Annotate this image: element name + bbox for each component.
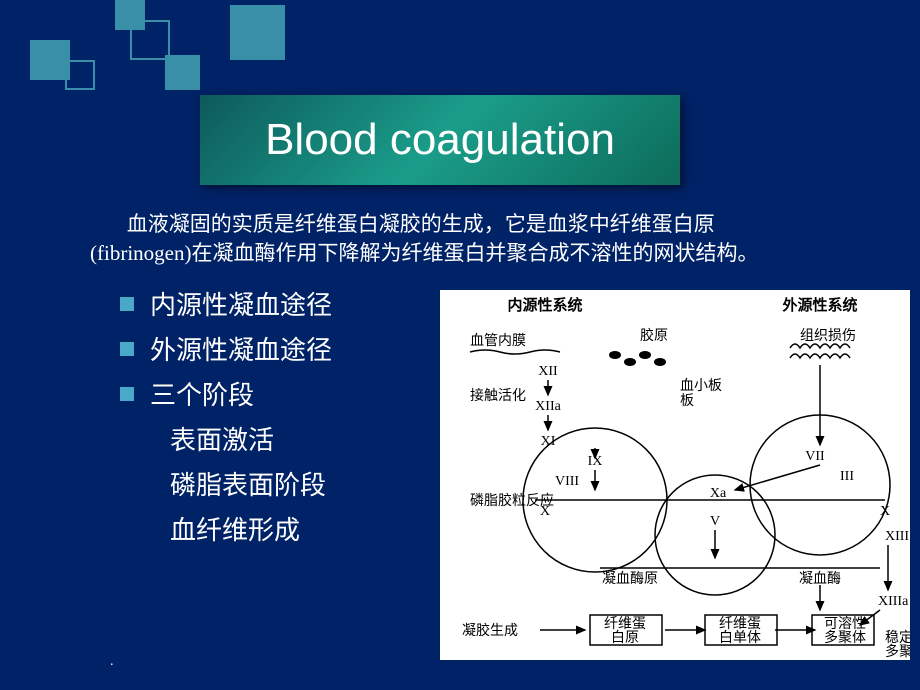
svg-text:纤维蛋: 纤维蛋 xyxy=(604,616,646,632)
deco-square xyxy=(130,20,170,60)
factor-VIII: VIII xyxy=(555,474,579,489)
diagram-thrombin-label: 凝血酶 xyxy=(799,571,841,587)
diagram-contact-label: 接触活化 xyxy=(470,387,526,404)
bullet-icon xyxy=(120,297,134,311)
bullet-3-text: 三个阶段 xyxy=(150,375,254,412)
deco-square xyxy=(230,5,285,60)
factor-XIII: XIII xyxy=(885,529,909,544)
diagram-prothrombin-label: 凝血酶原 xyxy=(602,571,658,587)
bullet-1-text: 内源性凝血途径 xyxy=(150,285,332,322)
diagram-platelet-label: 血小板 xyxy=(680,378,722,394)
diagram-vessel-label: 血管内膜 xyxy=(470,333,526,349)
svg-text:白原: 白原 xyxy=(611,630,639,646)
slide-title: Blood coagulation xyxy=(265,115,615,165)
sub-bullet-2: 磷脂表面阶段 xyxy=(170,465,420,502)
svg-text:多聚体: 多聚体 xyxy=(885,643,910,660)
bullet-1: 内源性凝血途径 xyxy=(120,285,420,322)
bullet-list: 内源性凝血途径 外源性凝血途径 三个阶段 表面激活 磷脂表面阶段 血纤维形成 xyxy=(120,285,420,555)
svg-text:可溶性: 可溶性 xyxy=(824,616,866,632)
svg-text:稳定性: 稳定性 xyxy=(885,630,910,646)
svg-text:多聚体: 多聚体 xyxy=(824,629,866,646)
factor-XIIIa: XIIIa xyxy=(878,594,909,609)
coagulation-diagram: .dtext { font-family: SimSun, serif; fon… xyxy=(440,290,910,660)
diagram-collagen-label: 胶原 xyxy=(640,327,668,344)
bullet-icon xyxy=(120,342,134,356)
bullet-3: 三个阶段 xyxy=(120,375,420,412)
factor-V: V xyxy=(710,514,720,529)
bullet-2: 外源性凝血途径 xyxy=(120,330,420,367)
svg-text:纤维蛋: 纤维蛋 xyxy=(719,616,761,632)
bullet-icon xyxy=(120,387,134,401)
footer-dot: . xyxy=(110,654,114,670)
factor-XII: XII xyxy=(538,364,558,379)
diagram-gel-label: 凝胶生成 xyxy=(462,622,518,639)
intro-paragraph: 血液凝固的实质是纤维蛋白凝胶的生成，它是血浆中纤维蛋白原 (fibrinogen… xyxy=(90,210,890,269)
factor-III: III xyxy=(840,469,854,484)
deco-square xyxy=(65,60,95,90)
deco-square xyxy=(165,55,200,90)
diagram-header-right: 外源性系统 xyxy=(781,296,857,314)
intro-line-1: 血液凝固的实质是纤维蛋白凝胶的生成，它是血浆中纤维蛋白原 xyxy=(90,210,890,239)
sub-bullet-3: 血纤维形成 xyxy=(170,510,420,547)
factor-XIIa: XIIa xyxy=(535,399,561,414)
intro-line-2: (fibrinogen)在凝血酶作用下降解为纤维蛋白并聚合成不溶性的网状结构。 xyxy=(90,239,890,268)
svg-text:白单体: 白单体 xyxy=(719,630,761,646)
sub-bullet-1: 表面激活 xyxy=(170,420,420,457)
factor-Xa: Xa xyxy=(710,486,727,501)
diagram-header-left: 内源性系统 xyxy=(507,296,582,314)
bullet-2-text: 外源性凝血途径 xyxy=(150,330,332,367)
diagram-tissue-label: 组织损伤 xyxy=(800,328,856,344)
deco-square xyxy=(30,40,70,80)
svg-text:板: 板 xyxy=(680,393,694,409)
factor-X-left: X xyxy=(540,504,550,519)
title-box: Blood coagulation xyxy=(200,95,680,185)
factor-X-right: X xyxy=(880,504,890,519)
factor-VII: VII xyxy=(805,449,825,464)
